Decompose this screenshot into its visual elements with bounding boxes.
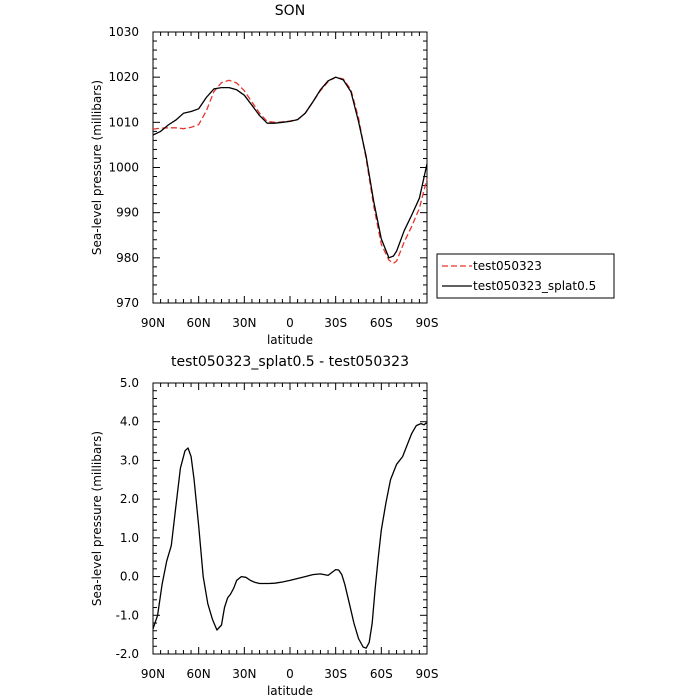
y-tick-label: 4.0	[120, 415, 139, 429]
y-tick-label: 2.0	[120, 492, 139, 506]
chart-panel-1: SON 90N 60N 30N 0 30S 60S 90S 970 980 990 1000 1010 1…	[90, 3, 615, 347]
x-tick-label: 90S	[416, 667, 439, 681]
x-axis-label: latitude	[267, 684, 313, 698]
y-tick-label: 1030	[108, 25, 139, 39]
y-tick-label: 1020	[108, 70, 139, 84]
y-axis-label: Sea-level pressure (millibars)	[90, 80, 104, 255]
x-tick-label: 60S	[370, 316, 393, 330]
x-tick-label: 30N	[232, 667, 256, 681]
x-tick-label: 60N	[187, 667, 211, 681]
legend: test050323 test050323_splat0.5	[436, 253, 615, 299]
x-tick-label: 0	[286, 667, 294, 681]
x-tick-label: 30S	[324, 316, 347, 330]
y-tick-label: 990	[116, 206, 139, 220]
y-tick-label: -1.0	[116, 608, 139, 622]
plot-frame	[152, 382, 428, 655]
chart-title: test050323_splat0.5 - test050323	[171, 354, 409, 370]
x-tick-label: 60S	[370, 667, 393, 681]
x-tick-label: 90N	[141, 316, 165, 330]
y-tick-label: 3.0	[120, 453, 139, 467]
x-tick-label: 30S	[324, 667, 347, 681]
series-line-difference	[152, 421, 428, 649]
x-tick-label: 0	[286, 316, 294, 330]
chart-title: SON	[275, 3, 305, 19]
x-tick-label: 60N	[187, 316, 211, 330]
y-tick-label: 5.0	[120, 376, 139, 390]
series-line-test050323-splat0-5	[152, 76, 428, 259]
legend-box	[436, 253, 615, 299]
plot-frame	[152, 31, 428, 304]
chart-panel-2: test050323_splat0.5 - test050323 90N 60N 30…	[90, 354, 438, 698]
y-tick-label: 1000	[108, 161, 139, 175]
x-tick-label: 30N	[232, 316, 256, 330]
y-tick-label: -2.0	[116, 647, 139, 661]
y-tick-label: 1010	[108, 115, 139, 129]
legend-label: test050323_splat0.5	[473, 279, 596, 293]
y-tick-label: 980	[116, 251, 139, 265]
x-tick-label: 90N	[141, 667, 165, 681]
y-tick-label: 970	[116, 296, 139, 310]
y-tick-label: 1.0	[120, 531, 139, 545]
y-axis-label: Sea-level pressure (millibars)	[90, 431, 104, 606]
legend-label: test050323	[473, 259, 542, 273]
x-tick-label: 90S	[416, 316, 439, 330]
series-line-test050323	[152, 76, 428, 264]
x-axis-label: latitude	[267, 333, 313, 347]
y-tick-label: 0.0	[120, 570, 139, 584]
